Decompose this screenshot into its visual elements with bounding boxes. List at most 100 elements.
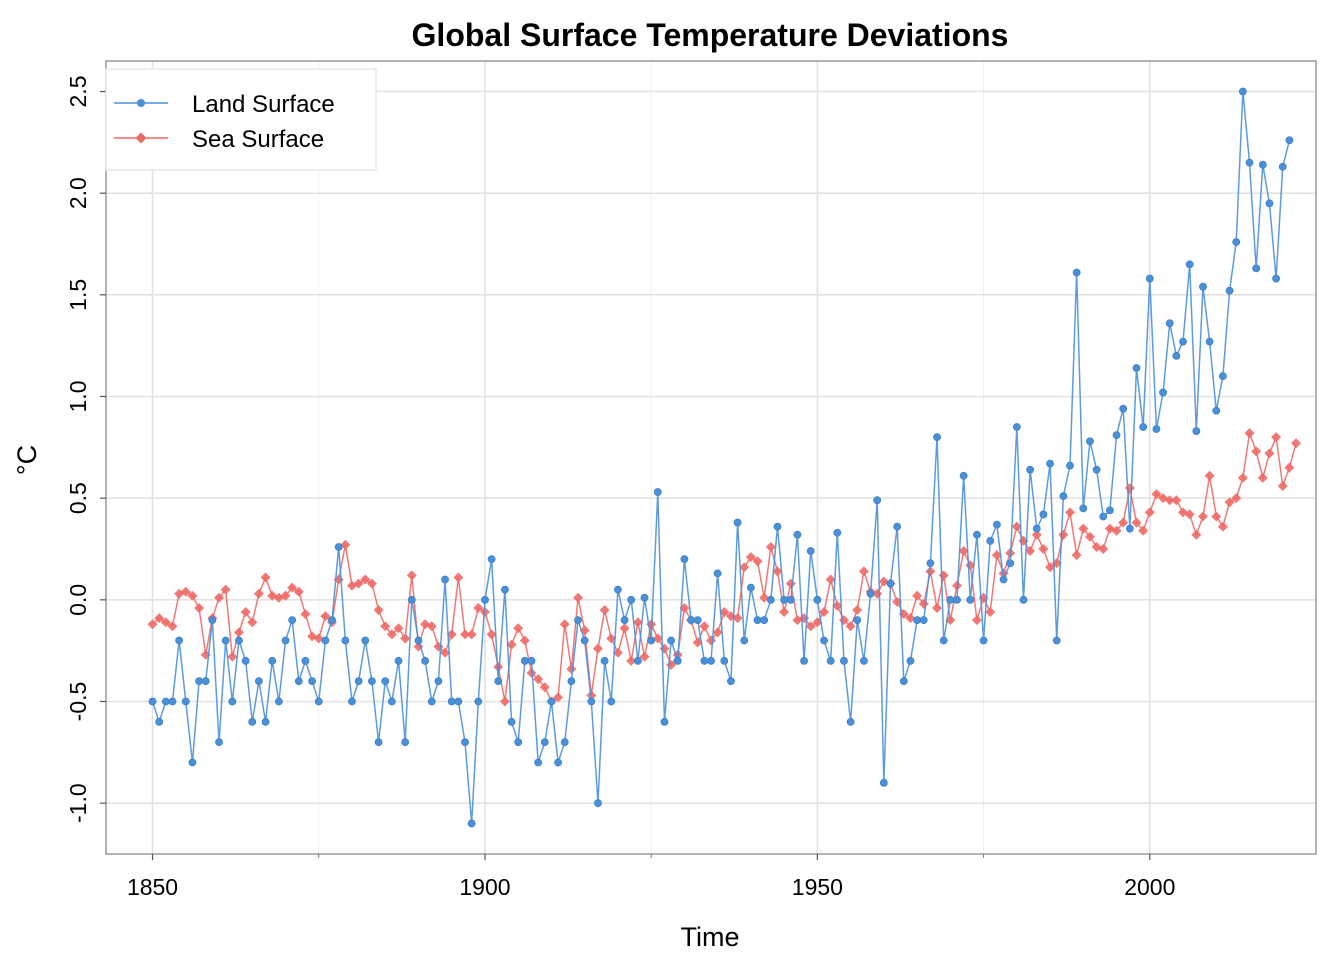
data-point [647,636,656,645]
data-point [933,433,941,442]
data-point [1179,337,1187,346]
data-point [594,799,602,808]
data-point [1045,562,1056,573]
data-point [348,697,356,706]
data-point [479,607,490,618]
data-point [214,592,225,603]
data-point [161,697,170,706]
data-point [454,697,463,706]
data-point [1185,260,1194,269]
data-point [148,697,157,706]
data-point [554,758,562,767]
data-point [614,585,622,594]
legend-item: Sea Surface [114,126,324,153]
data-point [1272,274,1281,283]
data-point [879,778,888,787]
y-tick-label: 2.0 [65,177,91,209]
data-point [406,570,417,581]
data-point [612,647,623,658]
data-point [560,738,569,747]
data-point [925,566,936,577]
data-point [620,616,629,625]
data-point [1258,160,1267,169]
data-point [805,621,816,632]
data-point [1144,507,1155,518]
data-point [466,629,477,640]
data-point [1224,497,1235,508]
x-tick-label: 1900 [459,874,510,900]
series-line [151,91,1291,824]
data-point [507,717,516,726]
data-point [1058,529,1069,540]
data-point [1257,472,1268,483]
data-point [434,677,443,686]
data-point [720,656,729,665]
data-point [566,663,577,674]
data-point [946,595,955,604]
data-point [1012,423,1021,431]
data-point [474,697,483,706]
data-point [687,616,695,625]
data-point [745,552,756,563]
data-point [652,633,663,644]
data-point [712,627,723,638]
data-point [154,613,165,624]
data-point [180,586,191,597]
data-point [1285,136,1294,145]
data-point [1124,483,1135,493]
legend-marker [135,132,147,144]
data-point [547,697,556,706]
data-point [785,578,796,589]
data-point [706,635,716,646]
data-point [991,550,1002,561]
data-point [487,555,496,564]
data-point [235,636,243,645]
data-point [574,616,582,625]
data-point [328,616,336,625]
data-point [899,677,908,686]
data-point [912,590,923,601]
data-point [353,578,364,589]
x-tick-label: 2000 [1124,874,1175,900]
data-point [779,607,790,618]
data-point [1052,636,1061,645]
data-point [294,677,303,686]
data-point [938,570,949,581]
data-point [1111,525,1122,536]
data-point [374,738,383,747]
data-point [527,656,536,665]
data-point [999,575,1008,584]
data-point [1199,282,1207,291]
data-point [1277,480,1288,491]
data-point [833,528,842,537]
data-point [1245,158,1254,167]
data-point [800,656,808,665]
data-point [308,677,316,686]
data-point [840,656,848,665]
data-point [825,574,836,585]
data-point [587,697,596,706]
data-point [627,595,636,604]
data-point [334,543,343,551]
data-point [886,579,895,588]
data-point [632,617,643,628]
data-point [680,555,689,564]
data-point [147,619,158,630]
data-point [626,655,637,666]
data-point [660,717,669,726]
data-point [806,547,815,555]
y-tick-label: 1.0 [65,381,91,413]
data-point [607,697,616,706]
data-point [194,602,205,613]
data-point [440,647,451,658]
x-tick-label: 1850 [127,874,178,900]
data-point [746,583,755,592]
data-point [1159,388,1167,397]
data-point [992,520,1001,529]
chart-title: Global Surface Temperature Deviations [412,17,1009,53]
data-point [567,677,576,686]
data-point [1231,493,1242,504]
data-point [314,697,323,706]
data-point [759,592,770,603]
